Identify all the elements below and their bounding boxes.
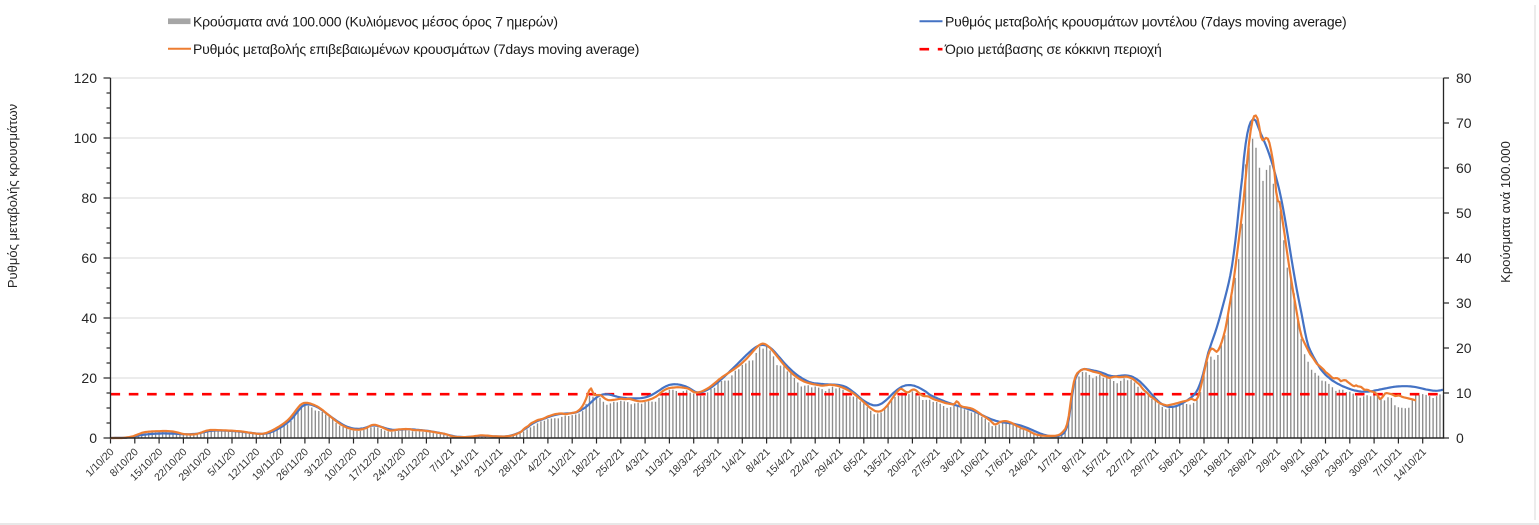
svg-text:Όριο μετάβασης σε κόκκινη περ: Όριο μετάβασης σε κόκκινη περιοχή bbox=[944, 41, 1162, 57]
svg-text:Κρούσματα ανά 100.000: Κρούσματα ανά 100.000 bbox=[1498, 141, 1513, 283]
svg-text:60: 60 bbox=[1456, 160, 1472, 176]
svg-text:20: 20 bbox=[81, 370, 97, 386]
svg-text:20: 20 bbox=[1456, 340, 1472, 356]
svg-text:120: 120 bbox=[74, 70, 98, 86]
svg-text:Ρυθμός μεταβολής επιβεβαιωμένω: Ρυθμός μεταβολής επιβεβαιωμένων κρουσμάτ… bbox=[193, 41, 639, 57]
svg-text:40: 40 bbox=[1456, 250, 1472, 266]
svg-text:0: 0 bbox=[1456, 430, 1464, 446]
svg-text:40: 40 bbox=[81, 310, 97, 326]
svg-text:70: 70 bbox=[1456, 115, 1472, 131]
svg-text:80: 80 bbox=[1456, 70, 1472, 86]
svg-text:10: 10 bbox=[1456, 385, 1472, 401]
svg-text:30: 30 bbox=[1456, 295, 1472, 311]
svg-text:Κρούσματα ανά 100.000 (Κυλιόμε: Κρούσματα ανά 100.000 (Κυλιόμενος μέσος … bbox=[193, 14, 558, 30]
svg-text:80: 80 bbox=[81, 190, 97, 206]
svg-text:100: 100 bbox=[74, 130, 98, 146]
svg-text:0: 0 bbox=[89, 430, 97, 446]
svg-text:50: 50 bbox=[1456, 205, 1472, 221]
svg-text:Ρυθμός μεταβολής κρουσμάτων μο: Ρυθμός μεταβολής κρουσμάτων μοντέλου (7d… bbox=[945, 14, 1347, 30]
svg-text:60: 60 bbox=[81, 250, 97, 266]
svg-text:Ρυθμός μεταβολής κρουσμάτων: Ρυθμός μεταβολής κρουσμάτων bbox=[5, 104, 20, 288]
